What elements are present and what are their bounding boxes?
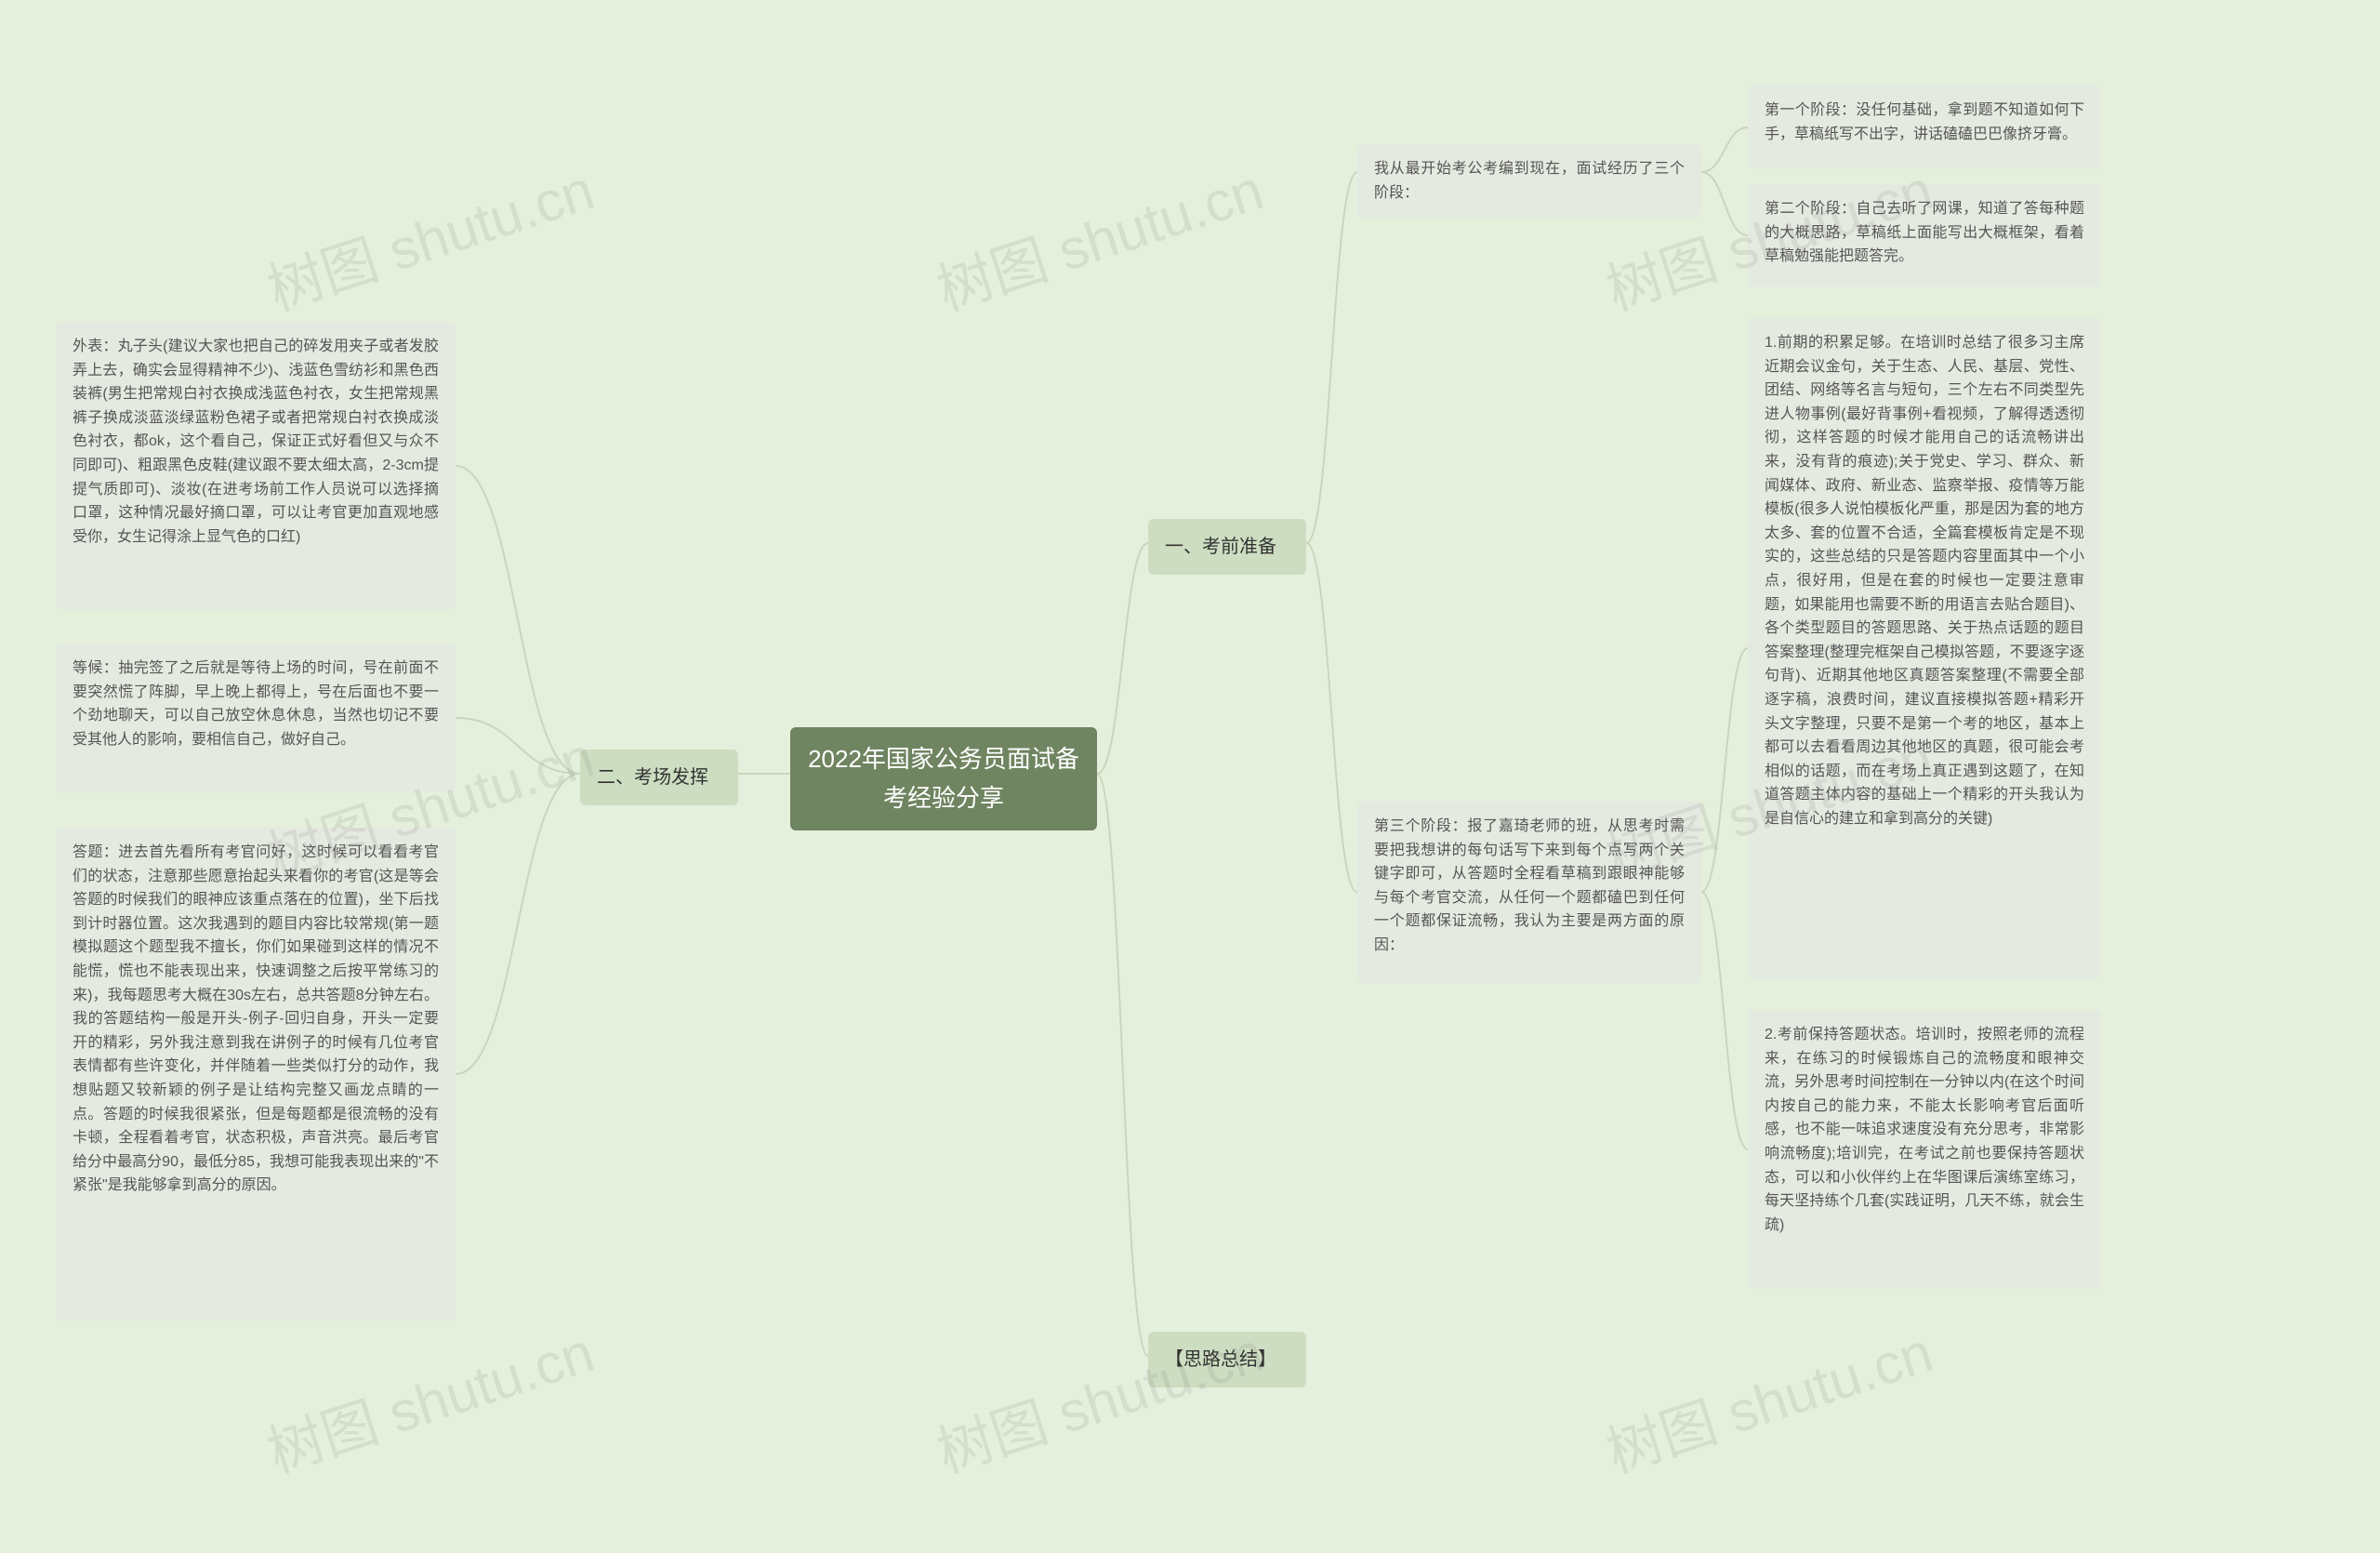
leaf-wait-text: 等候：抽完签了之后就是等待上场的时间，号在前面不要突然慌了阵脚，早上晚上都得上，…: [73, 660, 439, 748]
node-stage3-text: 第三个阶段：报了嘉琦老师的班，从思考时需要把我想讲的每句话写下来到每个点写两个关…: [1374, 818, 1685, 953]
branch-exam-label: 二、考场发挥: [597, 763, 708, 792]
leaf-reason1: 1.前期的积累足够。在培训时总结了很多习主席近期会议金句，关于生态、人民、基层、…: [1748, 318, 2101, 978]
node-stages-intro: 我从最开始考公考编到现在，面试经历了三个阶段：: [1357, 144, 1701, 218]
leaf-stage2-text: 第二个阶段：自己去听了网课，知道了答每种题的大概思路，草稿纸上面能写出大概框架，…: [1765, 201, 2084, 264]
branch-prep-label: 一、考前准备: [1165, 532, 1276, 562]
root-node: 2022年国家公务员面试备 考经验分享: [790, 727, 1097, 830]
leaf-reason2: 2.考前保持答题状态。培训时，按照老师的流程来，在练习的时候锻炼自己的流畅度和眼…: [1748, 1010, 2101, 1289]
leaf-reason2-text: 2.考前保持答题状态。培训时，按照老师的流程来，在练习的时候锻炼自己的流畅度和眼…: [1765, 1027, 2084, 1233]
leaf-wait: 等候：抽完签了之后就是等待上场的时间，号在前面不要突然慌了阵脚，早上晚上都得上，…: [56, 644, 456, 792]
leaf-stage1-text: 第一个阶段：没任何基础，拿到题不知道如何下手，草稿纸写不出字，讲话磕磕巴巴像挤牙…: [1765, 102, 2084, 142]
branch-summary-label: 【思路总结】: [1165, 1345, 1276, 1374]
node-stages-intro-text: 我从最开始考公考编到现在，面试经历了三个阶段：: [1374, 161, 1685, 201]
node-stage3: 第三个阶段：报了嘉琦老师的班，从思考时需要把我想讲的每句话写下来到每个点写两个关…: [1357, 802, 1701, 983]
branch-exam: 二、考场发挥: [580, 750, 738, 805]
root-label: 2022年国家公务员面试备 考经验分享: [808, 740, 1079, 817]
leaf-stage2: 第二个阶段：自己去听了网课，知道了答每种题的大概思路，草稿纸上面能写出大概框架，…: [1748, 184, 2101, 286]
leaf-answer: 答题：进去首先看所有考官问好，这时候可以看看考官们的状态，注意那些愿意抬起头来看…: [56, 828, 456, 1321]
leaf-answer-text: 答题：进去首先看所有考官问好，这时候可以看看考官们的状态，注意那些愿意抬起头来看…: [73, 844, 439, 1193]
leaf-stage1: 第一个阶段：没任何基础，拿到题不知道如何下手，草稿纸写不出字，讲话磕磕巴巴像挤牙…: [1748, 86, 2101, 169]
leaf-appearance-text: 外表：丸子头(建议大家也把自己的碎发用夹子或者发胶弄上去，确实会显得精神不少)、…: [73, 338, 439, 545]
leaf-reason1-text: 1.前期的积累足够。在培训时总结了很多习主席近期会议金句，关于生态、人民、基层、…: [1765, 335, 2084, 827]
branch-prep: 一、考前准备: [1148, 519, 1306, 575]
leaf-appearance: 外表：丸子头(建议大家也把自己的碎发用夹子或者发胶弄上去，确实会显得精神不少)、…: [56, 322, 456, 610]
branch-summary: 【思路总结】: [1148, 1332, 1306, 1387]
